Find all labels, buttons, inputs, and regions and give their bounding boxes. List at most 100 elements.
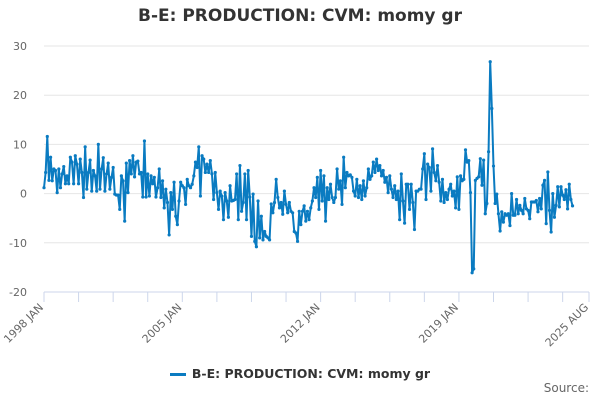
data-point <box>157 167 161 171</box>
data-point <box>541 183 545 187</box>
data-point <box>151 182 155 186</box>
data-point <box>236 218 240 222</box>
data-point <box>287 200 291 205</box>
x-tick-label: 2005 JAN <box>140 301 185 346</box>
data-point <box>393 184 397 188</box>
data-point <box>429 189 433 193</box>
data-point <box>47 178 51 182</box>
data-point <box>401 199 405 203</box>
data-point <box>253 239 257 243</box>
data-point <box>439 199 443 203</box>
data-point <box>152 175 156 179</box>
data-point <box>534 198 538 203</box>
data-point <box>498 229 502 233</box>
data-point <box>366 167 370 171</box>
data-point <box>398 218 402 222</box>
data-point <box>272 200 277 205</box>
data-point <box>256 199 260 203</box>
source-credit[interactable]: Source: <box>543 381 589 395</box>
data-point <box>95 189 99 193</box>
data-point <box>365 186 369 190</box>
data-point <box>478 157 482 161</box>
data-point <box>569 197 573 202</box>
data-point <box>116 193 120 197</box>
data-point <box>228 184 232 188</box>
data-point <box>106 161 110 165</box>
data-point <box>565 207 570 211</box>
data-point <box>276 195 280 200</box>
data-point <box>258 236 262 240</box>
data-point <box>358 184 362 188</box>
data-point <box>373 170 377 175</box>
data-point <box>356 195 361 200</box>
y-tick-label: 20 <box>13 89 27 102</box>
data-point <box>488 60 492 64</box>
data-point <box>128 159 132 163</box>
data-point <box>55 191 59 195</box>
data-point <box>220 194 224 198</box>
data-point <box>291 211 295 215</box>
data-point <box>337 187 341 191</box>
data-point <box>216 207 221 211</box>
data-point <box>70 160 74 164</box>
data-point <box>53 168 58 173</box>
data-point <box>485 201 489 206</box>
data-point <box>562 197 566 202</box>
data-point <box>111 165 115 170</box>
data-point <box>197 145 201 149</box>
data-point <box>432 170 436 175</box>
data-point <box>142 139 147 143</box>
x-tick-label: 2025 AUG <box>543 301 592 350</box>
y-tick-label: -20 <box>9 286 27 299</box>
data-point <box>271 211 275 215</box>
data-point <box>412 227 417 232</box>
data-point <box>355 177 359 181</box>
data-point <box>98 187 102 191</box>
data-point <box>368 177 372 181</box>
data-point <box>310 199 314 203</box>
data-point <box>109 175 114 179</box>
data-point <box>526 208 530 212</box>
data-point <box>472 267 476 271</box>
data-point <box>442 200 446 205</box>
data-point <box>279 200 283 205</box>
data-point <box>85 187 89 191</box>
data-point <box>188 186 193 190</box>
data-point <box>118 207 122 211</box>
data-point <box>544 222 548 226</box>
data-point <box>319 168 323 173</box>
data-point <box>302 204 306 208</box>
data-point <box>345 170 349 175</box>
y-axis: 30 20 10 0 -10 -20 <box>9 40 27 299</box>
data-point <box>384 175 389 179</box>
data-point <box>556 185 560 189</box>
data-point <box>263 229 267 234</box>
data-point <box>96 142 100 146</box>
data-point <box>225 199 229 203</box>
data-point <box>491 164 496 168</box>
data-point <box>44 170 48 175</box>
data-point <box>259 214 263 218</box>
data-point <box>131 154 135 158</box>
data-point <box>330 195 334 200</box>
data-point <box>249 234 254 239</box>
data-point <box>305 209 310 213</box>
data-point <box>333 195 338 200</box>
data-point <box>409 182 413 186</box>
data-point <box>248 195 252 199</box>
data-point <box>182 186 186 190</box>
data-point <box>72 182 76 186</box>
data-point <box>132 175 137 179</box>
data-point <box>243 172 247 176</box>
data-point <box>299 222 303 227</box>
legend[interactable]: B-E: PRODUCTION: CVM: momy gr <box>0 366 600 381</box>
data-point <box>284 202 288 207</box>
x-tick-label: 2019 JAN <box>416 301 461 346</box>
data-point <box>295 239 300 243</box>
data-point <box>149 174 153 178</box>
data-point <box>516 212 520 216</box>
data-point <box>470 271 474 275</box>
data-point <box>91 168 95 173</box>
data-point <box>136 159 140 163</box>
data-point <box>179 180 183 184</box>
